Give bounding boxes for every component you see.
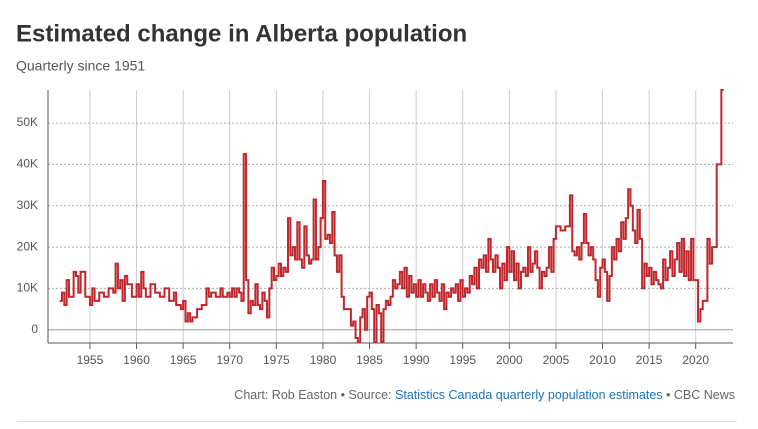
- x-tick-label: 2010: [589, 353, 616, 367]
- x-tick-label: 2000: [496, 353, 523, 367]
- y-tick-label: 20K: [17, 239, 38, 253]
- x-tick-label: 1975: [263, 353, 290, 367]
- y-tick-label: 0: [31, 322, 38, 336]
- x-tick-label: 1965: [170, 353, 197, 367]
- footer: Chart: Rob Easton • Source: Statistics C…: [0, 388, 735, 402]
- data-line: [59, 89, 724, 344]
- y-tick-label: 40K: [17, 157, 38, 171]
- x-tick-label: 1980: [310, 353, 337, 367]
- chart-title: Estimated change in Alberta population: [16, 20, 467, 47]
- x-tick-label: 1990: [403, 353, 430, 367]
- source-link[interactable]: Statistics Canada quarterly population e…: [395, 388, 663, 402]
- chart-subtitle: Quarterly since 1951: [16, 58, 145, 74]
- x-tick-label: 2020: [682, 353, 709, 367]
- x-tick-label: 2005: [543, 353, 570, 367]
- credit: Chart: Rob Easton • Source:: [234, 388, 392, 402]
- x-tick-label: 1985: [356, 353, 383, 367]
- x-tick-label: 1995: [449, 353, 476, 367]
- x-tick-label: 1960: [123, 353, 150, 367]
- y-tick-label: 10K: [17, 281, 38, 295]
- y-tick-label: 50K: [17, 115, 38, 129]
- x-tick-label: 2015: [636, 353, 663, 367]
- x-tick-label: 1955: [77, 353, 104, 367]
- chart: Estimated change in Alberta population Q…: [16, 20, 733, 367]
- divider: [17, 421, 737, 422]
- y-tick-label: 30K: [17, 198, 38, 212]
- x-tick-label: 1970: [216, 353, 243, 367]
- credit-suffix: • CBC News: [666, 388, 735, 402]
